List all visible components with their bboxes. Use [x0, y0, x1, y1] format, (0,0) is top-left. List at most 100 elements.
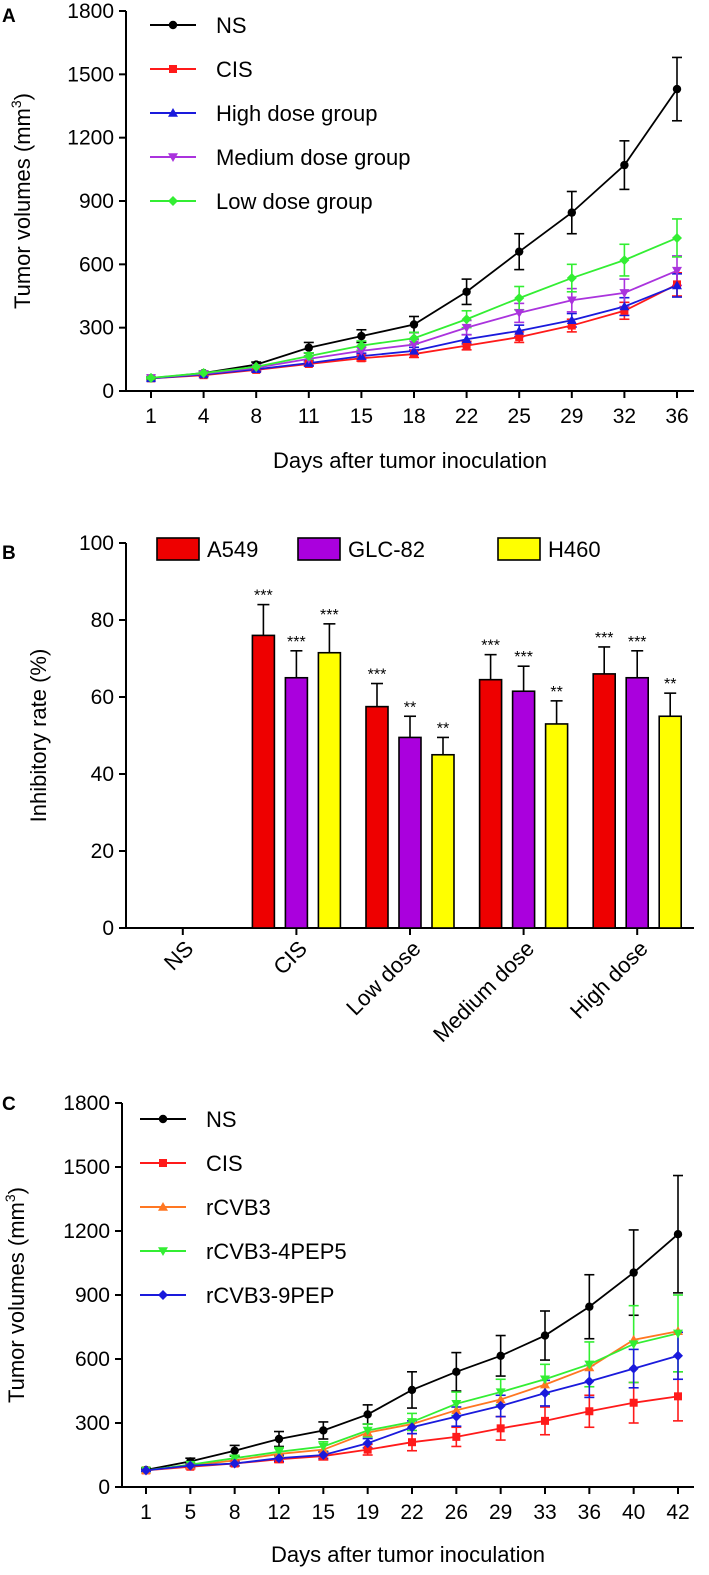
data-point: [407, 1385, 417, 1395]
legend-swatch: [497, 537, 541, 561]
x-tick-label: 8: [250, 405, 262, 428]
data-point: [566, 296, 577, 306]
x-tick-label: 15: [312, 1501, 335, 1524]
bar: [511, 690, 536, 929]
legend-swatch: [156, 537, 200, 561]
x-axis-title: Days after tumor inoculation: [271, 1542, 545, 1567]
legend-marker: [159, 1159, 167, 1167]
category-label: NS: [159, 936, 198, 975]
significance-label: **: [404, 699, 416, 716]
panel-label: A: [2, 6, 16, 27]
category-label: Low dose: [341, 936, 425, 1020]
x-axis-title: Days after tumor inoculation: [273, 448, 547, 473]
x-tick-label: 4: [198, 405, 210, 428]
x-tick-label: 29: [560, 405, 583, 428]
x-tick-label: 8: [229, 1501, 241, 1524]
data-point: [407, 1422, 417, 1433]
data-point: [452, 1367, 461, 1377]
x-tick-label: 5: [184, 1501, 196, 1524]
data-point: [673, 1230, 683, 1239]
significance-label: ***: [481, 638, 500, 655]
y-tick-label: 80: [91, 609, 114, 632]
y-tick-label: 20: [91, 840, 114, 863]
data-point: [540, 1388, 550, 1399]
significance-label: ***: [287, 634, 306, 651]
x-tick-label: 11: [298, 405, 320, 428]
data-point: [620, 306, 629, 315]
y-tick-label: 100: [79, 532, 114, 555]
data-point: [673, 1329, 683, 1339]
data-point: [495, 1394, 506, 1404]
data-point: [363, 1445, 372, 1454]
y-tick-label: 1200: [63, 1220, 110, 1243]
legend-label: rCVB3-9PEP: [206, 1283, 334, 1308]
y-axis-title-sup: 3: [8, 100, 24, 108]
data-point: [451, 1411, 462, 1422]
data-point: [363, 1410, 372, 1419]
x-tick-label: 33: [533, 1501, 556, 1524]
data-point: [461, 323, 472, 333]
legend-marker: [168, 20, 178, 30]
x-tick-label: 26: [445, 1501, 468, 1524]
legend-label: Medium dose group: [216, 145, 410, 170]
category-label: Medium dose: [428, 936, 539, 1047]
data-point: [585, 1407, 594, 1416]
data-point: [567, 321, 576, 330]
legend-label: Low dose group: [216, 189, 373, 214]
x-tick-label: 12: [267, 1501, 290, 1524]
y-tick-label: 900: [75, 1284, 110, 1307]
y-axis-title-close: ): [4, 1187, 29, 1194]
x-tick-label: 1: [140, 1501, 152, 1524]
data-point: [495, 1400, 506, 1411]
category-label: CIS: [268, 936, 312, 980]
legend-label: rCVB3: [206, 1195, 271, 1220]
data-point: [409, 333, 419, 344]
y-tick-label: 600: [75, 1348, 110, 1371]
bar: [544, 723, 569, 929]
y-tick-label: 600: [79, 253, 114, 276]
legend-marker: [158, 1247, 168, 1256]
data-point: [362, 1438, 373, 1449]
significance-label: **: [664, 676, 676, 693]
data-point: [452, 1432, 461, 1441]
data-point: [496, 1351, 505, 1361]
y-tick-label: 1200: [67, 127, 114, 150]
data-point: [362, 1426, 373, 1436]
data-point: [620, 160, 629, 170]
legend-label: H460: [548, 537, 601, 562]
data-point: [619, 301, 630, 311]
data-point: [141, 1465, 151, 1476]
y-tick-label: 40: [91, 763, 114, 786]
bar: [478, 678, 503, 929]
data-point: [672, 232, 682, 243]
data-point: [567, 208, 576, 217]
data-point: [514, 309, 525, 318]
data-point: [495, 1388, 506, 1398]
x-tick-label: 25: [508, 405, 531, 428]
y-axis-title: Inhibitory rate (%): [26, 649, 51, 823]
data-point: [619, 289, 630, 298]
y-tick-label: 1800: [67, 0, 114, 23]
bar: [398, 736, 422, 929]
data-point: [629, 1398, 638, 1407]
data-point: [409, 340, 419, 350]
data-point: [566, 273, 577, 284]
x-tick-label: 22: [400, 1501, 423, 1524]
data-point: [185, 1460, 196, 1471]
x-tick-label: 36: [578, 1501, 601, 1524]
data-point: [541, 1416, 549, 1425]
significance-label: ***: [368, 667, 387, 684]
y-axis-title-main: Tumor volumes (mm: [4, 1202, 29, 1403]
data-point: [462, 341, 471, 350]
y-tick-label: 1500: [67, 63, 114, 86]
data-point: [451, 1400, 462, 1409]
legend-marker: [158, 1114, 168, 1124]
x-tick-label: 1: [145, 405, 157, 428]
data-point: [628, 1363, 639, 1374]
data-point: [566, 315, 577, 325]
data-point: [584, 1360, 595, 1370]
significance-label: ***: [254, 588, 273, 605]
y-tick-label: 300: [75, 1412, 110, 1435]
data-point: [230, 1446, 239, 1455]
